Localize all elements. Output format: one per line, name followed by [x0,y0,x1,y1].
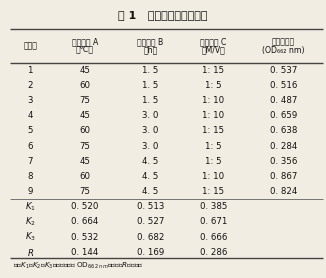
Text: （℃）: （℃） [76,46,94,55]
Text: 60: 60 [80,81,90,90]
Text: 0. 659: 0. 659 [270,111,297,120]
Text: 0. 286: 0. 286 [200,248,227,257]
Text: 2: 2 [27,81,33,90]
Text: 1: 10: 1: 10 [202,96,224,105]
Text: 1: 1 [27,66,33,75]
Text: 0. 516: 0. 516 [270,81,297,90]
Text: 4. 5: 4. 5 [142,187,159,196]
Text: 4: 4 [27,111,33,120]
Text: 1: 5: 1: 5 [205,142,221,151]
Text: 固液料比 C: 固液料比 C [200,37,226,46]
Text: 7: 7 [27,157,33,166]
Text: 1: 15: 1: 15 [202,126,224,135]
Text: 9: 9 [27,187,33,196]
Text: 0. 824: 0. 824 [270,187,297,196]
Text: 实验号: 实验号 [23,41,37,50]
Text: 1: 5: 1: 5 [205,157,221,166]
Text: 8: 8 [27,172,33,181]
Text: 注：$K_1$、$K_2$、$K_3$为同一水平的 OD$_{662\ nm}$平均値；$R$为极差。: 注：$K_1$、$K_2$、$K_3$为同一水平的 OD$_{662\ nm}$… [13,260,143,270]
Text: 60: 60 [80,172,90,181]
Text: 3. 0: 3. 0 [142,142,159,151]
Text: 3: 3 [27,96,33,105]
Text: 75: 75 [80,187,90,196]
Text: 洸提时间 B: 洸提时间 B [138,37,164,46]
Text: 60: 60 [80,126,90,135]
Text: (OD₆₆₂ nm): (OD₆₆₂ nm) [262,46,305,55]
Text: 75: 75 [80,142,90,151]
Text: 1. 5: 1. 5 [142,66,159,75]
Text: 1: 10: 1: 10 [202,172,224,181]
Text: 0. 867: 0. 867 [270,172,297,181]
Text: 45: 45 [80,111,90,120]
Text: $K_3$: $K_3$ [25,231,36,244]
Text: 0. 527: 0. 527 [137,217,164,227]
Text: （h）: （h） [143,46,158,55]
Text: 0. 356: 0. 356 [270,157,297,166]
Text: 0. 638: 0. 638 [270,126,297,135]
Text: 45: 45 [80,66,90,75]
Text: 表 1   正交试验方案及结果: 表 1 正交试验方案及结果 [118,10,208,20]
Text: 4. 5: 4. 5 [142,157,159,166]
Text: 4. 5: 4. 5 [142,172,159,181]
Text: 0. 513: 0. 513 [137,202,164,211]
Text: （M/V）: （M/V） [201,46,225,55]
Text: 3. 0: 3. 0 [142,126,159,135]
Text: 1: 10: 1: 10 [202,111,224,120]
Text: $K_1$: $K_1$ [25,200,36,213]
Text: 1: 15: 1: 15 [202,66,224,75]
Text: 0. 682: 0. 682 [137,233,164,242]
Text: 1: 5: 1: 5 [205,81,221,90]
Text: 0. 144: 0. 144 [71,248,98,257]
Text: 0. 664: 0. 664 [71,217,98,227]
Text: 0. 385: 0. 385 [200,202,227,211]
Text: 洸提温度 A: 洸提温度 A [72,37,98,46]
Text: 45: 45 [80,157,90,166]
Text: $K_2$: $K_2$ [25,216,36,228]
Text: 0. 671: 0. 671 [200,217,227,227]
Text: 0. 520: 0. 520 [71,202,98,211]
Text: 75: 75 [80,96,90,105]
Text: 1. 5: 1. 5 [142,81,159,90]
Text: $R$: $R$ [26,247,34,258]
Text: 1. 5: 1. 5 [142,96,159,105]
Text: 0. 537: 0. 537 [270,66,297,75]
Text: 1: 15: 1: 15 [202,187,224,196]
Text: 0. 666: 0. 666 [200,233,227,242]
Text: 吸收光密度: 吸收光密度 [272,37,295,46]
Text: 5: 5 [27,126,33,135]
Text: 0. 532: 0. 532 [71,233,98,242]
Text: 3. 0: 3. 0 [142,111,159,120]
Text: 0. 169: 0. 169 [137,248,164,257]
Text: 6: 6 [27,142,33,151]
Text: 0. 487: 0. 487 [270,96,297,105]
Text: 0. 284: 0. 284 [270,142,297,151]
